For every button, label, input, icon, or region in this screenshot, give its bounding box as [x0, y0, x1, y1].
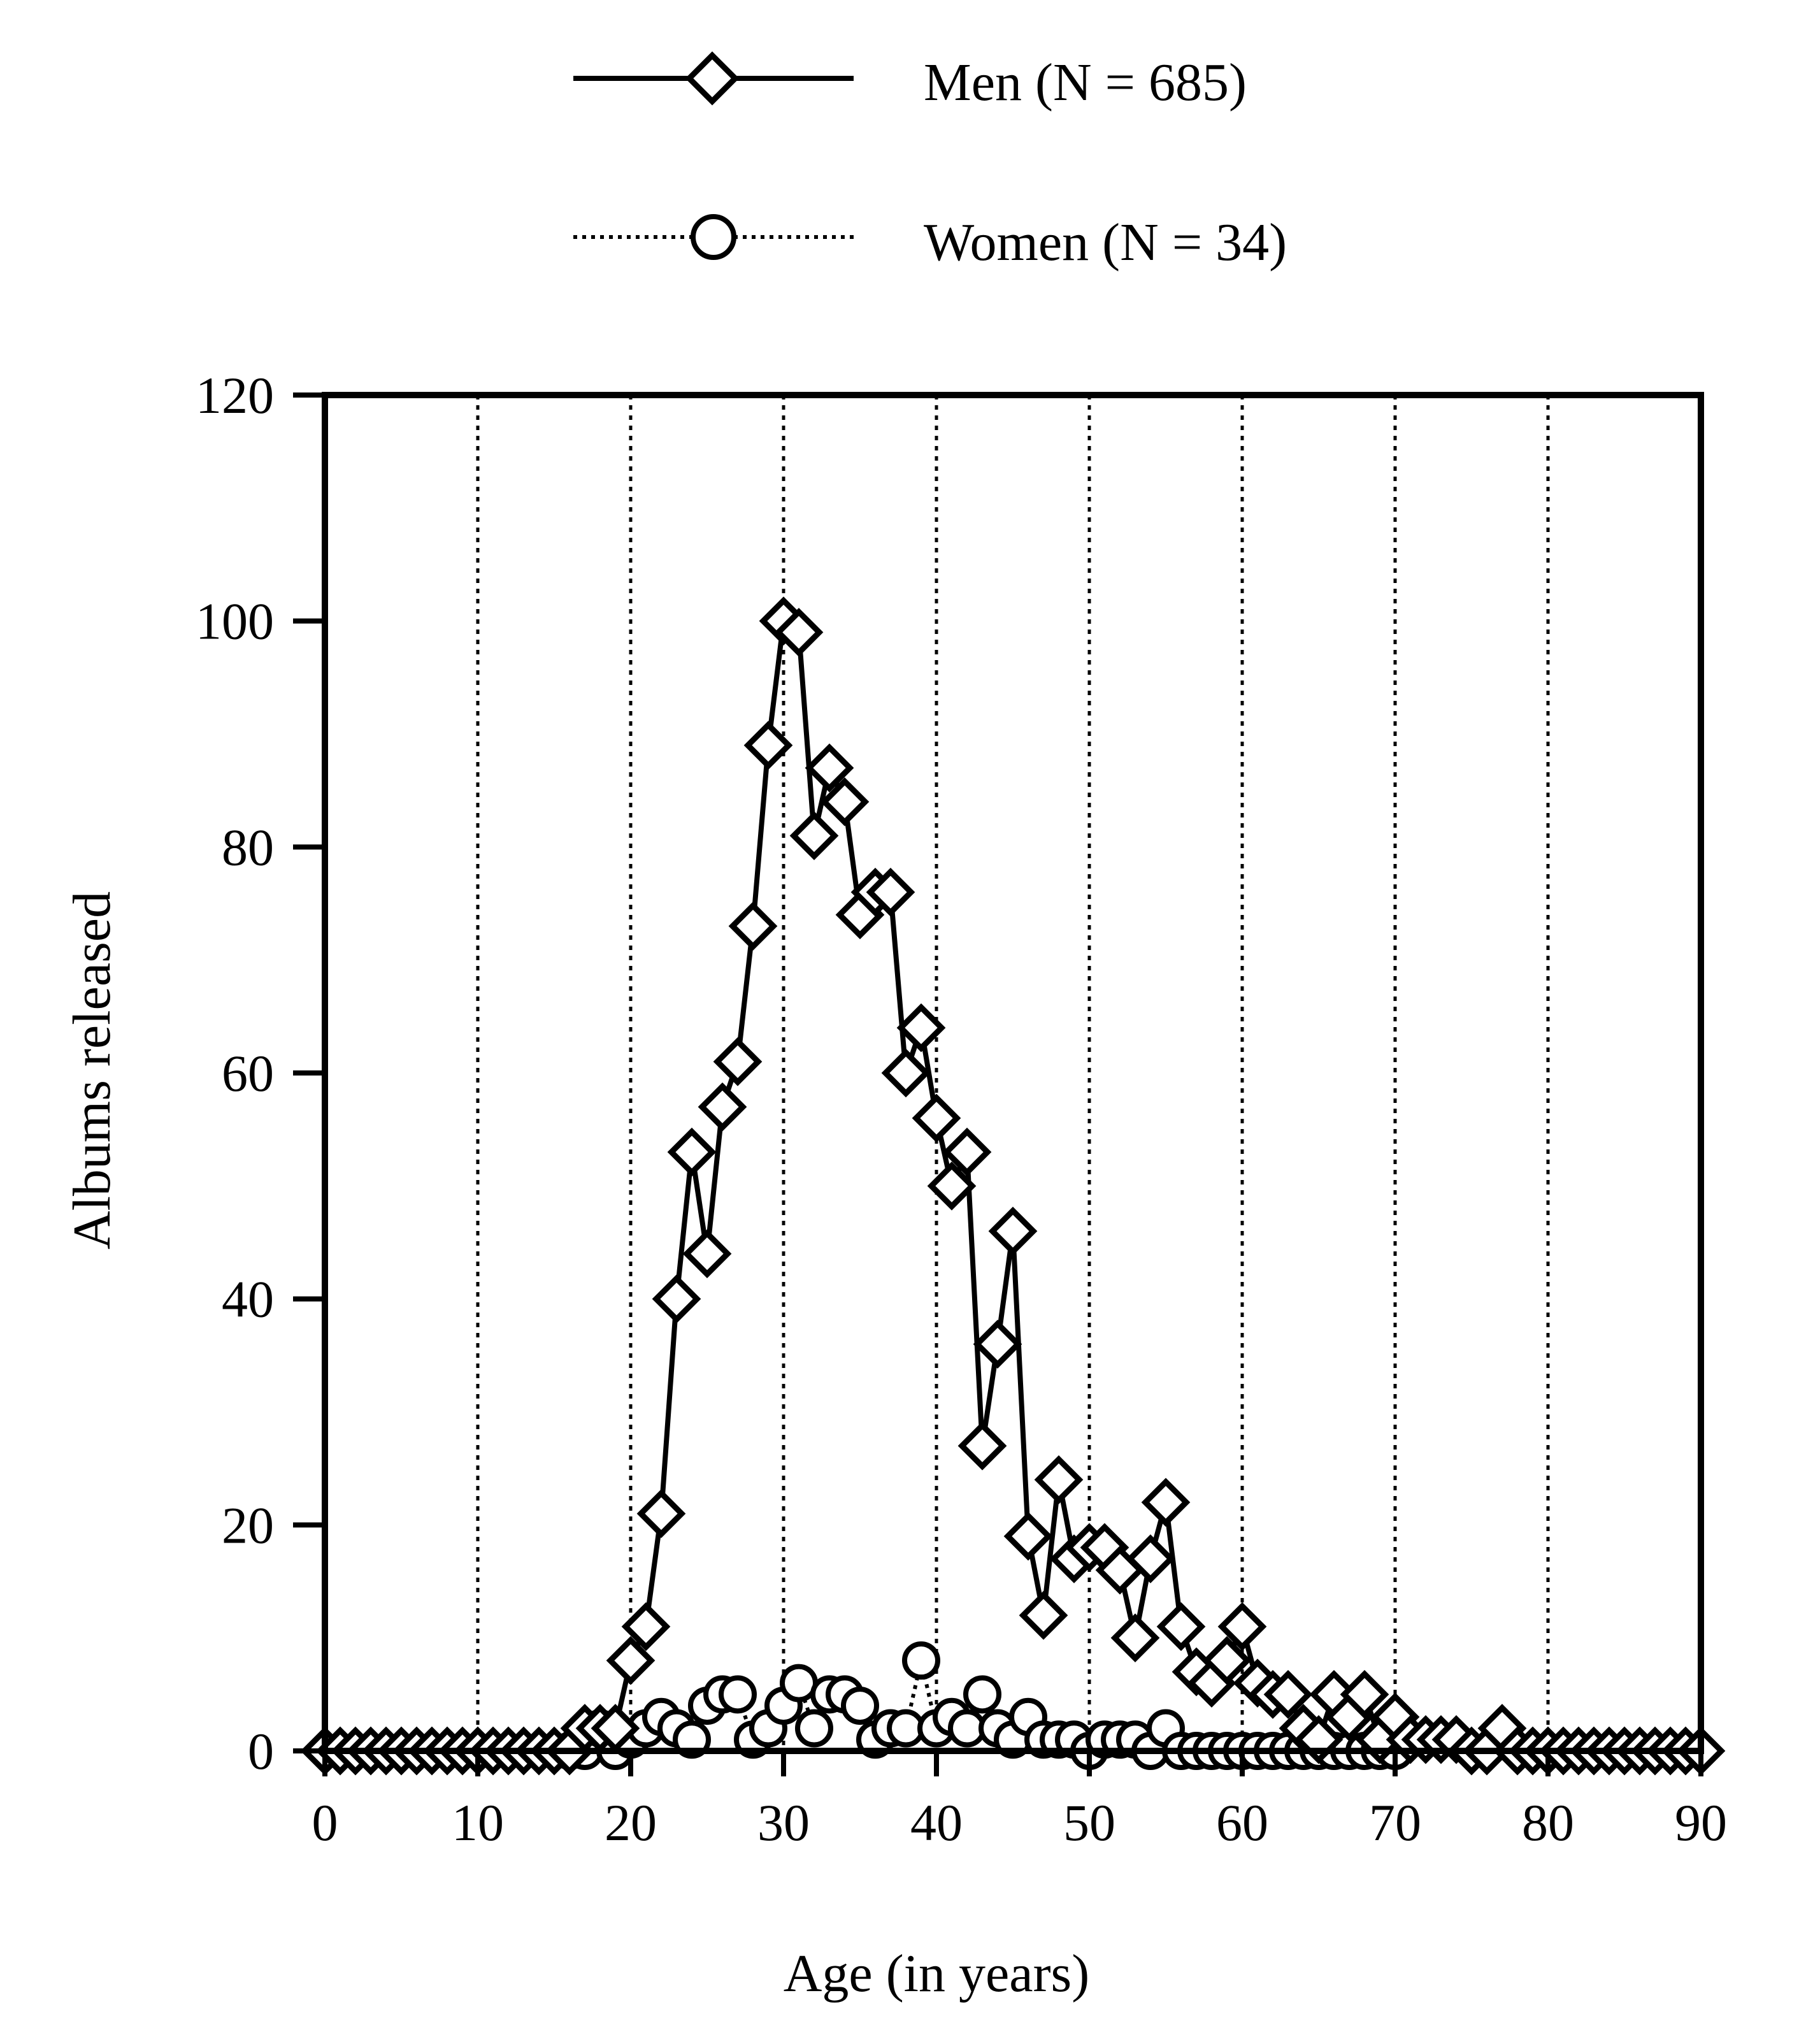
- y-tick-label: 0: [248, 1722, 274, 1780]
- legend-entry-men: Men (N = 685): [573, 51, 1247, 112]
- men-data-point: [774, 608, 824, 657]
- men-data-point: [912, 1093, 961, 1143]
- x-tick-label: 60: [1216, 1794, 1268, 1852]
- men-series-line: [325, 618, 1701, 1753]
- x-tick-label: 0: [312, 1794, 338, 1852]
- y-tick-label: 40: [222, 1270, 274, 1328]
- men-data-point: [927, 1161, 977, 1211]
- legend-women-circle-marker: [691, 214, 736, 260]
- men-data-point: [942, 1127, 992, 1177]
- men-data-point: [1126, 1534, 1175, 1583]
- x-axis-title: Age (in years): [784, 1944, 1089, 2003]
- men-data-point: [728, 902, 778, 951]
- men-data-point: [667, 1127, 717, 1177]
- y-tick-label: 20: [222, 1496, 274, 1554]
- y-tick-label: 120: [196, 366, 274, 424]
- legend-men-label: Men (N = 685): [924, 53, 1247, 112]
- men-data-point: [1141, 1478, 1191, 1527]
- y-tick-label: 80: [222, 818, 274, 876]
- men-data-point: [957, 1421, 1007, 1471]
- women-data-point: [963, 1675, 1001, 1714]
- women-data-point: [902, 1641, 940, 1680]
- men-data-point: [1110, 1613, 1160, 1663]
- men-data-point: [606, 1636, 656, 1685]
- men-data-point: [1156, 1602, 1206, 1652]
- x-tick-label: 50: [1063, 1794, 1115, 1852]
- men-data-point: [820, 777, 870, 826]
- x-tick-label: 40: [910, 1794, 963, 1852]
- y-axis-title: Albums released: [62, 891, 122, 1249]
- x-tick-label: 80: [1522, 1794, 1574, 1852]
- men-data-point: [1263, 1669, 1313, 1719]
- series-layer: [300, 596, 1726, 1776]
- men-data-point: [1019, 1590, 1068, 1640]
- men-data-point: [881, 1048, 931, 1098]
- women-data-point: [841, 1687, 879, 1725]
- men-data-point: [743, 721, 793, 770]
- men-data-point: [698, 1082, 747, 1132]
- men-data-point: [1003, 1511, 1053, 1561]
- legend-women-label: Women (N = 34): [924, 213, 1287, 272]
- men-data-point: [896, 1003, 946, 1053]
- y-tick-label: 100: [196, 593, 274, 651]
- legend-entry-women: Women (N = 34): [573, 213, 1287, 272]
- axis-ticks: 0 10 20 30 40 50 60 70 80 90 0 20 40 60 80 100 120: [196, 366, 1727, 1852]
- men-data-point: [866, 867, 915, 917]
- men-data-point: [652, 1274, 701, 1324]
- men-data-point: [636, 1489, 686, 1538]
- y-tick-label: 60: [222, 1044, 274, 1102]
- legend: Men (N = 685) Women (N = 34): [573, 51, 1287, 272]
- men-data-point: [973, 1320, 1022, 1369]
- plot-frame: [322, 392, 1704, 1754]
- x-tick-label: 30: [757, 1794, 810, 1852]
- men-data-point: [988, 1206, 1038, 1256]
- x-tick-label: 20: [605, 1794, 657, 1852]
- x-tick-label: 10: [452, 1794, 504, 1852]
- legend-men-diamond-marker: [685, 51, 740, 106]
- x-tick-label: 90: [1675, 1794, 1727, 1852]
- men-data-point: [1340, 1669, 1389, 1719]
- grid-lines: [476, 395, 1550, 1751]
- men-data-point: [621, 1602, 671, 1652]
- women-data-point: [795, 1709, 833, 1748]
- men-data-point: [1202, 1636, 1252, 1685]
- men-data-point: [1217, 1602, 1267, 1652]
- women-data-point: [719, 1675, 757, 1714]
- x-tick-label: 70: [1369, 1794, 1421, 1852]
- men-data-point: [682, 1229, 732, 1279]
- men-data-point: [1034, 1455, 1084, 1504]
- men-data-point: [805, 743, 854, 793]
- men-data-point: [789, 811, 839, 860]
- men-data-point: [713, 1037, 763, 1086]
